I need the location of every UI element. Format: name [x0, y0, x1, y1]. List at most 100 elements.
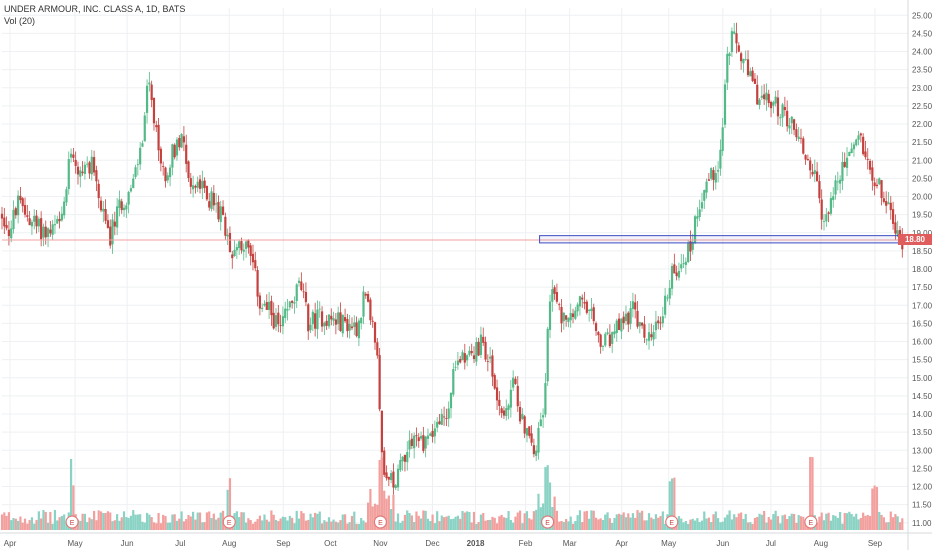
candle-body [231, 254, 234, 259]
candle-body [896, 230, 899, 235]
candle-body [728, 53, 731, 56]
volume-bar [521, 523, 524, 530]
candle-body [862, 136, 865, 155]
volume-bar [189, 516, 192, 530]
volume-bar [185, 519, 188, 530]
candle-body [373, 322, 377, 343]
volume-bar [69, 458, 73, 530]
volume-bar [102, 513, 105, 530]
volume-bar [615, 514, 618, 530]
volume-bar [330, 521, 333, 530]
y-tick-label: 11.50 [912, 501, 932, 510]
candle-body [267, 301, 271, 310]
volume-bar [783, 514, 786, 530]
volume-bar [608, 518, 611, 530]
candle-body [647, 332, 651, 341]
candle-body [737, 45, 740, 52]
candle-body [238, 241, 241, 249]
candle-body [12, 209, 15, 230]
volume-bar [357, 523, 360, 530]
y-tick-label: 19.00 [912, 229, 932, 238]
candle-body [452, 369, 455, 395]
candle-body [786, 110, 789, 127]
candle-body [834, 180, 837, 195]
candle-body [410, 438, 413, 446]
candle-body [263, 303, 266, 306]
volume-bar [380, 457, 384, 530]
candle-body [111, 219, 114, 245]
candle-body [392, 471, 395, 488]
candle-body [145, 85, 149, 113]
candle-body [254, 260, 257, 269]
volume-bar [399, 522, 402, 530]
candle-body [525, 427, 529, 436]
volume-bar [795, 522, 798, 530]
volume-bar [125, 517, 128, 530]
candle-body [394, 485, 397, 489]
volume-bar [769, 519, 773, 530]
volume-bar [659, 516, 662, 530]
volume-bar [203, 522, 206, 530]
candle-body [689, 241, 692, 252]
volume-bar [436, 511, 439, 530]
candle-body [832, 196, 835, 201]
volume-bar [498, 516, 501, 530]
volume-bar [226, 489, 229, 530]
volume-bar [514, 516, 517, 530]
volume-bar [83, 513, 86, 530]
volume-bar [396, 513, 400, 530]
candle-body [518, 407, 522, 422]
candle-body [613, 331, 616, 335]
volume-bar [143, 522, 146, 530]
volume-bar [104, 513, 107, 530]
volume-bar [634, 517, 637, 530]
candle-body [17, 195, 20, 216]
volume-bar [539, 507, 542, 530]
volume-bar [14, 518, 17, 530]
volume-bar [72, 485, 75, 530]
candle-body [463, 353, 466, 363]
volume-bar [447, 515, 450, 530]
candle-body [696, 216, 699, 219]
candle-body [615, 320, 618, 334]
volume-bar [171, 514, 174, 530]
volume-bar [300, 511, 303, 530]
volume-bar [325, 521, 328, 530]
candle-body [422, 435, 425, 451]
candle-body [171, 144, 174, 168]
candle-body [544, 383, 547, 415]
y-tick-label: 19.50 [912, 211, 932, 220]
volume-bar [742, 518, 745, 530]
volume-bar [187, 514, 190, 530]
candle-body [5, 225, 8, 229]
volume-bar [873, 485, 876, 530]
candle-body [383, 450, 386, 475]
volume-bar [820, 512, 823, 530]
candle-body [829, 198, 833, 214]
candle-body [569, 312, 572, 321]
candle-body [528, 426, 531, 436]
candle-body [491, 355, 494, 377]
candle-body [859, 133, 862, 136]
candle-body [885, 201, 888, 206]
candle-body [104, 209, 107, 221]
candle-body [620, 318, 623, 332]
volume-bar [362, 520, 365, 530]
volume-bar [682, 522, 685, 530]
volume-bar [772, 514, 775, 530]
volume-bar [33, 523, 36, 530]
volume-bar [763, 510, 766, 530]
candle-body [760, 95, 763, 98]
candle-body [576, 304, 579, 312]
volume-bar [93, 510, 96, 530]
volume-bar [588, 518, 591, 530]
volume-bar [272, 514, 275, 530]
volume-bar [12, 517, 15, 530]
candle-body [638, 322, 641, 327]
candle-body [431, 430, 434, 437]
candle-body [281, 316, 285, 327]
volume-bar [537, 493, 540, 530]
candle-body [622, 316, 625, 324]
x-tick-label: Dec [425, 539, 439, 548]
